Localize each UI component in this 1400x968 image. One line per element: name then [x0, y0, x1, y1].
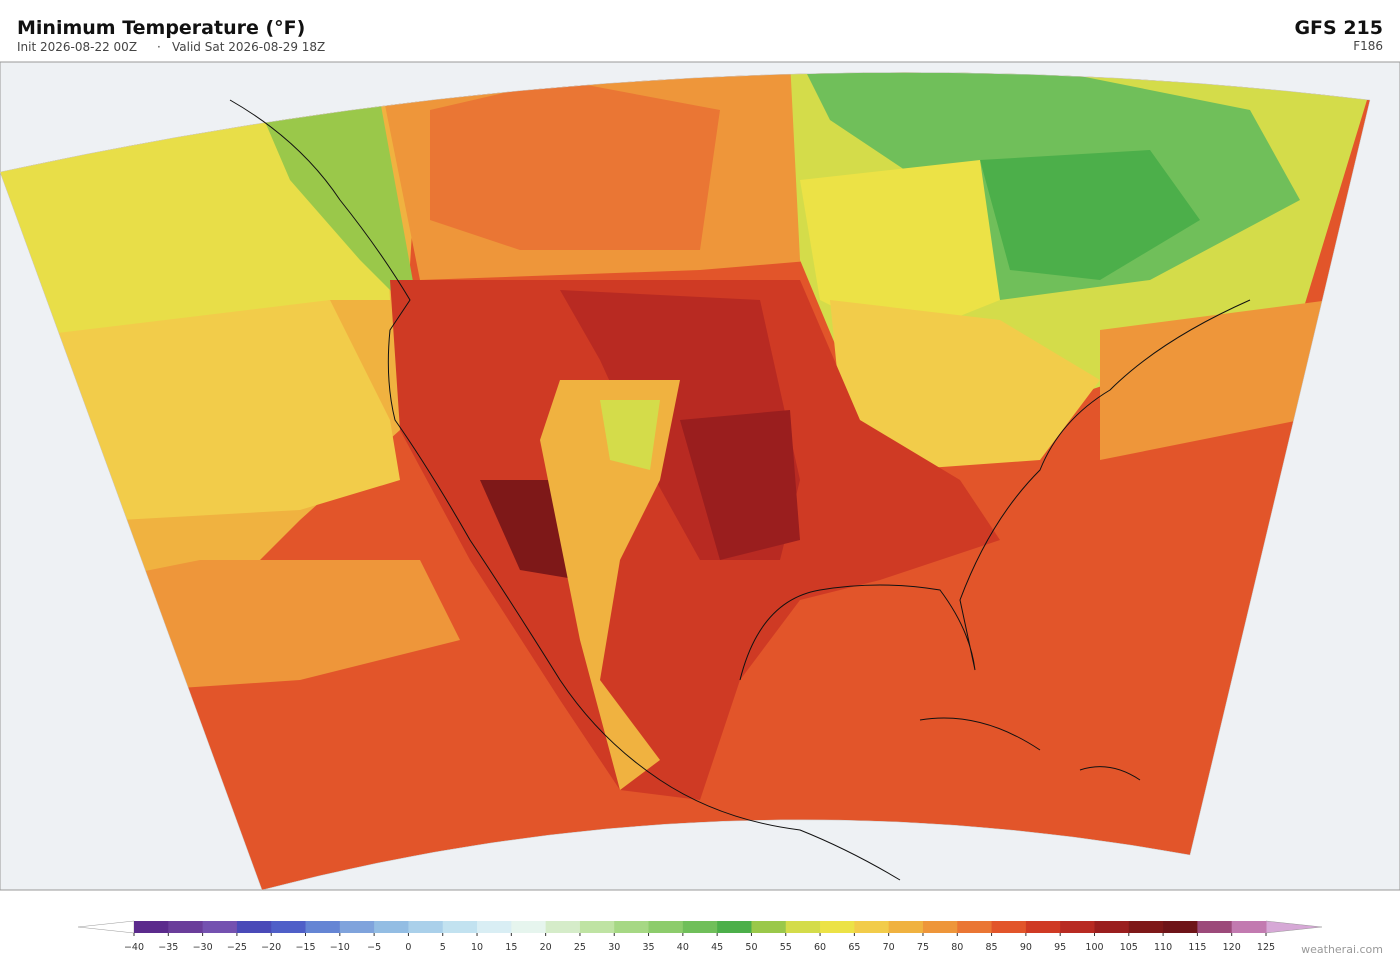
colorbar-tick-label: 65 — [848, 942, 860, 953]
colorbar-tick-label: −25 — [227, 942, 247, 953]
forecast-hour: F186 — [1353, 39, 1383, 53]
colorbar-bin — [442, 921, 478, 933]
colorbar-tick-label: 95 — [1054, 942, 1066, 953]
colorbar-bin — [168, 921, 204, 933]
colorbar-tick-label: 105 — [1120, 942, 1138, 953]
colorbar-tick-label: 40 — [677, 942, 689, 953]
colorbar-tick-label: 0 — [405, 942, 411, 953]
colorbar-bin — [717, 921, 752, 933]
colorbar-tick-label: 30 — [608, 942, 620, 953]
colorbar-tick-label: 10 — [471, 942, 483, 953]
colorbar-bin — [236, 921, 272, 933]
title: Minimum Temperature (°F) — [17, 17, 305, 39]
colorbar-bin — [1025, 921, 1061, 933]
colorbar-under — [77, 920, 135, 934]
colorbar-bin — [1163, 921, 1198, 933]
colorbar-tick-label: 110 — [1154, 942, 1172, 953]
colorbar-bin — [408, 921, 444, 933]
colorbar-tick-label: −35 — [158, 942, 178, 953]
colorbar-bin — [991, 921, 1027, 933]
colorbar-bin — [545, 921, 581, 933]
colorbar-tick-label: −5 — [367, 942, 381, 953]
colorbar-tick-label: −10 — [330, 942, 350, 953]
colorbar-bin — [511, 921, 547, 933]
colorbar-bin — [374, 921, 409, 933]
colorbar-tick-label: 55 — [780, 942, 792, 953]
init-time: Init 2026-08-22 00Z — [17, 40, 137, 54]
colorbar-bin — [854, 921, 890, 933]
colorbar-bin — [751, 921, 787, 933]
colorbar-tick-label: 80 — [951, 942, 963, 953]
colorbar-bin — [1231, 921, 1267, 933]
colorbar-tick-label: −40 — [124, 942, 144, 953]
valid-time: Valid Sat 2026-08-29 18Z — [172, 40, 325, 54]
colorbar-tick-label: 50 — [745, 942, 757, 953]
colorbar-tick-label: 125 — [1257, 942, 1275, 953]
colorbar-bin — [1094, 921, 1130, 933]
colorbar-bin — [1197, 921, 1233, 933]
colorbar-bin — [305, 921, 341, 933]
colorbar-bin — [888, 921, 924, 933]
separator: · — [157, 40, 161, 54]
colorbar-tick-label: 90 — [1020, 942, 1032, 953]
colorbar-tick-label: 60 — [814, 942, 826, 953]
colorbar-bin — [820, 921, 855, 933]
colorbar-bin — [579, 921, 615, 933]
map — [0, 61, 1400, 891]
colorbar-tick-label: 100 — [1085, 942, 1103, 953]
colorbar-bin — [922, 921, 958, 933]
colorbar-bin — [648, 921, 684, 933]
colorbar-tick-label: 15 — [505, 942, 517, 953]
colorbar-bin — [1060, 921, 1095, 933]
colorbar-bin — [682, 921, 718, 933]
colorbar-bin — [785, 921, 821, 933]
colorbar-bin — [1128, 921, 1164, 933]
colorbar-bin — [134, 921, 169, 933]
colorbar-bin — [957, 921, 993, 933]
colorbar-tick-label: 85 — [986, 942, 998, 953]
colorbar-tick-label: 75 — [917, 942, 929, 953]
colorbar-tick-label: 35 — [642, 942, 654, 953]
colorbar-tick-label: 45 — [711, 942, 723, 953]
colorbar-bin — [339, 921, 375, 933]
colorbar-tick-label: 115 — [1188, 942, 1206, 953]
colorbar-tick-label: 5 — [440, 942, 446, 953]
colorbar-bin — [271, 921, 307, 933]
colorbar-tick-label: 70 — [883, 942, 895, 953]
colorbar-tick-label: 120 — [1223, 942, 1241, 953]
coastlines — [229, 99, 1251, 881]
colorbar-bin — [614, 921, 650, 933]
colorbar-tick-label: 20 — [540, 942, 552, 953]
colorbar-bin — [477, 921, 512, 933]
credit: weatherai.com — [1301, 943, 1383, 956]
model: GFS 215 — [1294, 17, 1383, 39]
colorbar-tick-label: −15 — [295, 942, 315, 953]
colorbar-tick-label: −20 — [261, 942, 281, 953]
colorbar-tick-label: −30 — [193, 942, 213, 953]
colorbar-bin — [202, 921, 238, 933]
colorbar-over — [1265, 920, 1323, 934]
colorbar: −40 −35 −30 −25 −20 −15 −10 −5 0 5 10 15 20 25 30 35 40 4… — [77, 920, 1323, 953]
colorbar-tick-label: 25 — [574, 942, 586, 953]
